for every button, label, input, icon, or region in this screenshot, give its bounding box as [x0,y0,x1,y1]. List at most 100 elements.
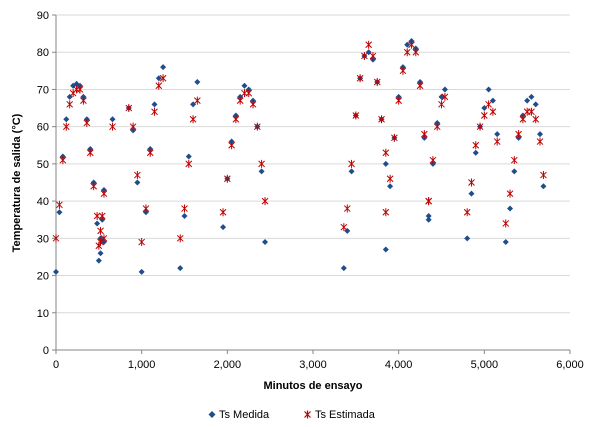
legend-item-medida: Ts Medida [208,409,270,421]
data-point-medida [220,224,227,231]
data-point-medida [425,216,432,223]
data-point-estimada [441,92,449,101]
data-point-estimada [59,156,67,165]
data-point-estimada [378,115,385,124]
data-point-estimada [352,111,360,120]
y-tick-label: 80 [37,47,49,59]
data-point-medida [151,101,158,108]
data-point-medida [540,183,547,190]
data-point-estimada [219,208,227,217]
data-point-estimada [408,40,415,49]
data-point-estimada [125,104,133,113]
legend-label-estimada: Ts Estimada [315,409,376,421]
data-point-estimada [476,122,484,131]
data-point-medida [425,213,432,219]
data-point-estimada [519,115,527,124]
data-point-estimada [76,85,84,94]
data-point-medida [155,75,162,82]
y-axis-title: Temperatura de salida (°C) [11,113,23,252]
data-point-medida [468,190,475,197]
data-point-estimada [506,189,514,198]
data-point-estimada [80,96,87,105]
data-point-estimada [429,156,437,165]
data-point-medida [464,235,471,242]
data-point-medida [502,239,509,246]
data-point-estimada [540,171,547,180]
legend-marker-asterisk [304,410,311,419]
data-points [52,38,547,275]
x-tick-label: 2,000 [214,359,242,371]
data-point-estimada [83,118,91,127]
data-point-estimada [343,204,351,213]
data-point-medida [185,153,192,160]
data-point-estimada [373,78,381,86]
data-point-medida [532,101,539,108]
x-tick-label: 4,000 [385,359,413,371]
data-point-estimada [134,171,141,180]
data-point-estimada [185,159,193,168]
data-point-medida [524,97,531,104]
data-point-estimada [223,174,231,183]
data-point-estimada [489,107,497,116]
data-point-medida [507,205,514,212]
data-point-medida [53,268,59,275]
data-point-medida [177,265,184,272]
data-point-estimada [193,96,201,105]
data-point-estimada [391,133,398,142]
data-point-medida [382,246,389,253]
data-point-estimada [356,74,364,83]
data-point-estimada [62,122,70,131]
data-point-estimada [249,100,257,109]
data-point-estimada [86,148,94,157]
data-point-estimada [138,238,146,247]
data-point-estimada [386,174,394,183]
data-point-estimada [245,89,253,98]
legend: Ts Medida Ts Estimada [208,409,376,421]
data-point-estimada [403,48,411,57]
data-point-estimada [93,212,101,220]
data-point-estimada [348,159,355,168]
data-point-medida [258,168,265,175]
data-point-estimada [146,148,154,157]
data-point-estimada [142,204,150,213]
data-point-estimada [433,122,441,131]
data-point-estimada [416,81,424,90]
data-point-medida [63,116,70,123]
data-point-medida [382,160,389,167]
legend-label-medida: Ts Medida [219,409,270,421]
y-tick-label: 50 [37,159,49,171]
data-point-medida [348,168,355,175]
data-point-estimada [98,212,106,220]
data-point-medida [138,268,145,275]
series-ts-medida [53,38,547,275]
x-tick-label: 3,000 [299,359,327,371]
data-point-estimada [382,208,390,217]
data-point-estimada [56,200,63,209]
data-point-estimada [151,107,158,116]
gridlines [56,14,570,314]
data-point-medida [441,86,448,93]
data-point-estimada [129,122,137,131]
data-point-estimada [66,100,74,109]
data-point-medida [262,239,269,246]
data-point-medida [160,64,167,71]
data-point-estimada [395,96,403,105]
data-point-estimada [502,219,510,228]
data-point-medida [241,82,248,89]
data-point-estimada [253,122,261,131]
data-point-medida [56,209,63,216]
data-point-medida [528,93,535,100]
data-point-medida [94,220,101,227]
data-point-estimada [480,111,488,120]
data-point-medida [340,265,347,272]
data-point-estimada [369,51,377,60]
data-point-estimada [425,197,433,206]
data-point-estimada [100,189,108,198]
y-tick-label: 40 [37,196,49,208]
x-tick-label: 5,000 [471,359,499,371]
data-point-estimada [261,197,269,206]
data-point-estimada [515,130,522,139]
data-point-estimada [159,74,167,83]
data-point-estimada [100,234,108,243]
